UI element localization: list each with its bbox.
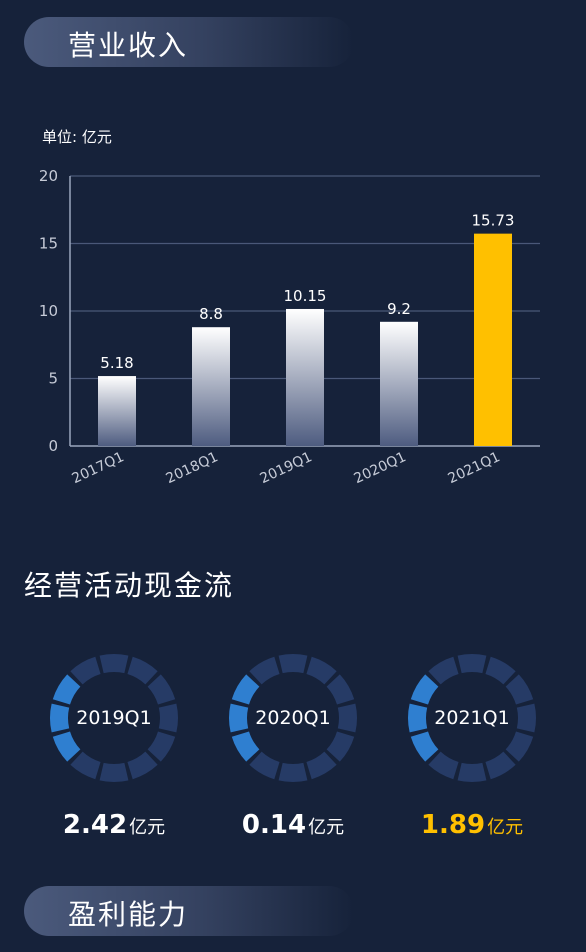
ring-segment	[457, 762, 487, 782]
ring-period-label: 2019Q1	[76, 707, 152, 729]
ring-gauge-icon	[50, 654, 178, 782]
cashflow-amount-2019q1: 2.42 亿元	[24, 810, 204, 840]
amount-value: 1.89	[420, 810, 486, 840]
revenue-section-title: 营业收入	[68, 29, 189, 62]
ring-segment	[306, 751, 337, 780]
profitability-section-header: 盈利能力	[24, 886, 354, 936]
cashflow-ring-2020q1: 2020Q1	[225, 650, 361, 786]
cashflow-ring-2021q1: 2021Q1	[404, 650, 540, 786]
ring-gauge-icon	[408, 654, 536, 782]
ring-period-label: 2021Q1	[434, 707, 510, 729]
bar-2019q1	[286, 308, 324, 446]
ring-gauge-icon	[229, 654, 357, 782]
ring-segment	[326, 731, 355, 762]
ring-segment	[229, 703, 249, 733]
cashflow-ring-2019q1: 2019Q1	[46, 650, 182, 786]
bar-value-label: 10.15	[284, 287, 327, 305]
x-tick-label: 2017Q1	[70, 449, 127, 487]
bar-value-label: 5.18	[100, 354, 133, 372]
ring-segment	[147, 731, 176, 762]
ring-segment	[231, 674, 260, 705]
revenue-section-header: 营业收入	[24, 17, 354, 67]
ring-segment	[326, 674, 355, 705]
y-tick-label: 10	[39, 302, 58, 320]
ring-segment	[516, 703, 536, 733]
ring-segment	[249, 751, 280, 780]
ring-segment	[52, 674, 81, 705]
ring-segment	[306, 656, 337, 685]
ring-segment	[52, 731, 81, 762]
ring-segment	[127, 656, 158, 685]
amount-unit: 亿元	[308, 817, 345, 838]
chart-unit-label: 单位: 亿元	[42, 128, 112, 146]
ring-segment	[505, 674, 534, 705]
cashflow-amount-2020q1: 0.14 亿元	[203, 810, 383, 840]
revenue-chart: 单位: 亿元 0 5 10 15 20 5.18 2017Q1 8.8 2018Q1 10.15 20…	[0, 110, 586, 530]
ring-period-label: 2020Q1	[255, 707, 331, 729]
ring-segment	[99, 654, 129, 674]
ring-segment	[485, 751, 516, 780]
ring-segment	[485, 656, 516, 685]
ring-segment	[408, 703, 428, 733]
amount-value: 2.42	[62, 810, 128, 840]
ring-segment	[410, 674, 439, 705]
cashflow-section-title: 经营活动现金流	[24, 569, 235, 602]
x-tick-label: 2019Q1	[258, 449, 315, 487]
ring-segment	[505, 731, 534, 762]
x-tick-label: 2021Q1	[446, 449, 503, 487]
amount-unit: 亿元	[487, 817, 524, 838]
x-tick-label: 2018Q1	[164, 449, 221, 487]
y-tick-label: 5	[48, 370, 58, 388]
ring-segment	[147, 674, 176, 705]
amount-value: 0.14	[241, 810, 307, 840]
ring-segment	[231, 731, 260, 762]
bar-2021q1	[474, 233, 512, 446]
profitability-section-title: 盈利能力	[68, 898, 189, 931]
ring-segment	[278, 654, 308, 674]
ring-segment	[249, 656, 280, 685]
cashflow-amount-2021q1: 1.89 亿元	[382, 810, 562, 840]
x-tick-label: 2020Q1	[352, 449, 409, 487]
bar-value-label: 15.73	[472, 212, 515, 230]
ring-segment	[457, 654, 487, 674]
ring-segment	[127, 751, 158, 780]
ring-segment	[70, 751, 101, 780]
ring-segment	[428, 751, 459, 780]
bar-2018q1	[192, 327, 230, 446]
ring-segment	[70, 656, 101, 685]
bar-2017q1	[98, 376, 136, 446]
revenue-chart-svg: 单位: 亿元 0 5 10 15 20 5.18 2017Q1 8.8 2018Q1 10.15 20…	[39, 128, 540, 487]
bar-value-label: 9.2	[387, 300, 411, 318]
ring-segment	[99, 762, 129, 782]
ring-segment	[158, 703, 178, 733]
ring-segment	[337, 703, 357, 733]
ring-segment	[428, 656, 459, 685]
ring-segment	[50, 703, 70, 733]
y-tick-label: 20	[39, 167, 58, 185]
y-tick-label: 0	[48, 437, 58, 455]
bar-value-label: 8.8	[199, 305, 223, 323]
bar-2020q1	[380, 321, 418, 446]
ring-segment	[410, 731, 439, 762]
y-tick-label: 15	[39, 235, 58, 253]
ring-segment	[278, 762, 308, 782]
amount-unit: 亿元	[129, 817, 166, 838]
